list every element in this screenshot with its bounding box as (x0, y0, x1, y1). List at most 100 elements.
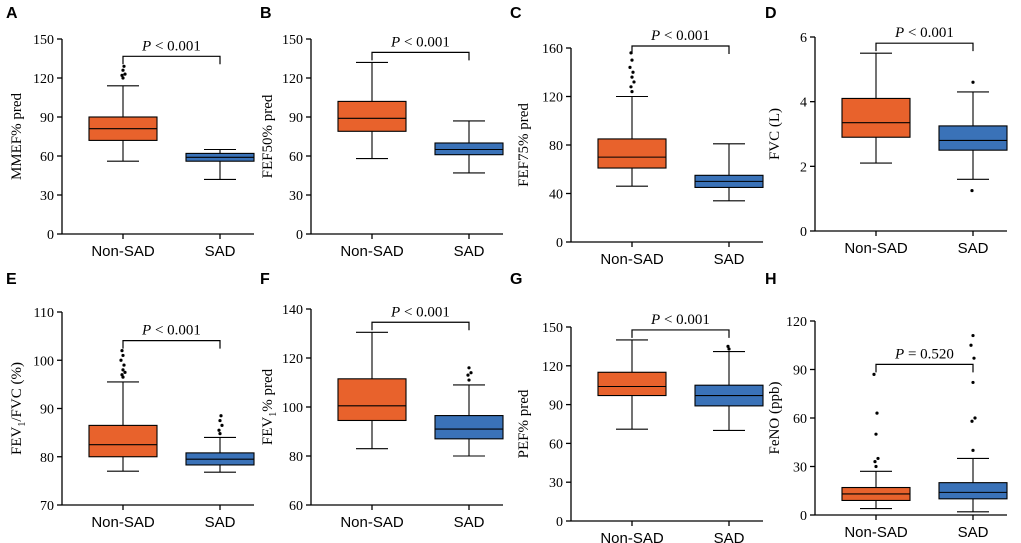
box-sad (694, 344, 764, 432)
y-tick-label: 140 (282, 303, 303, 318)
outlier-point (874, 432, 878, 436)
x-category-label: SAD (205, 514, 236, 531)
y-axis-title: FeNO (ppb) (767, 382, 783, 455)
significance-bracket (875, 42, 974, 52)
outlier-point (120, 349, 124, 353)
outlier-point (220, 423, 224, 427)
x-category-label: SAD (714, 251, 745, 268)
y-axis-title: FEV1% pred (260, 368, 279, 445)
p-value-label: P < 0.001 (650, 28, 710, 44)
y-axis-title: FEF75% pred (516, 103, 532, 187)
outlier-point (218, 431, 222, 436)
x-category-label: SAD (714, 530, 745, 543)
panel-letter: G (510, 271, 522, 288)
outlier-point (628, 65, 632, 69)
p-value-text: < 0.001 (904, 25, 954, 41)
outlier-point (632, 80, 636, 84)
panel-letter: B (260, 5, 272, 22)
p-value-text: < 0.001 (151, 38, 201, 54)
y-tick-label: 30 (40, 189, 54, 204)
y-tick-label: 30 (549, 476, 563, 491)
y-tick-label: 60 (289, 150, 303, 165)
outlier-point (970, 419, 974, 423)
x-category-label: Non-SAD (600, 530, 664, 543)
panel-letter: A (6, 5, 18, 22)
box-sad (434, 366, 504, 457)
y-tick-label: 60 (793, 412, 807, 427)
p-value-text: = 0.520 (904, 346, 954, 362)
y-tick-label: 0 (800, 225, 807, 240)
y-tick-label: 60 (40, 150, 54, 165)
p-value-label: P = 0.520 (894, 346, 954, 362)
y-tick-label: 90 (289, 111, 303, 126)
y-tick-label: 60 (549, 437, 563, 452)
outlier-point (973, 416, 977, 420)
iqr-box (597, 371, 667, 397)
x-category-label: Non-SAD (844, 240, 908, 257)
p-value-label: P < 0.001 (390, 304, 450, 320)
y-tick-label: 80 (549, 139, 563, 154)
p-value-text: < 0.001 (660, 28, 710, 44)
y-tick-label: 30 (289, 189, 303, 204)
y-tick-label: 6 (800, 31, 807, 46)
p-value-label: P < 0.001 (390, 34, 450, 50)
box-non-sad (597, 339, 667, 430)
box-non-sad (337, 331, 407, 450)
y-tick-label: 0 (296, 228, 303, 243)
y-tick-label: 40 (549, 188, 563, 203)
outlier-point (469, 371, 473, 375)
p-symbol: P (390, 34, 400, 50)
y-axis-title-rest: /FVC (%) (9, 362, 25, 422)
y-tick-label: 120 (282, 72, 303, 87)
outlier-point (969, 343, 973, 347)
outlier-point (875, 411, 879, 415)
outlier-point (874, 464, 878, 469)
p-symbol: P (141, 323, 151, 339)
outlier-point (726, 344, 730, 348)
box-non-sad (841, 372, 911, 510)
x-category-label: Non-SAD (600, 251, 664, 268)
outlier-point (119, 358, 123, 362)
y-axis-title-subscript: 1 (17, 422, 28, 427)
box-non-sad (841, 52, 911, 164)
y-tick-label: 110 (34, 306, 54, 321)
iqr-box (841, 97, 911, 138)
outlier-point (971, 80, 975, 84)
y-tick-label: 120 (33, 72, 54, 87)
y-tick-label: 4 (800, 96, 807, 111)
p-value-label: P < 0.001 (650, 312, 710, 328)
box-sad (185, 148, 255, 180)
outlier-point (121, 76, 125, 80)
x-category-label: SAD (958, 240, 989, 257)
y-tick-label: 0 (800, 509, 807, 524)
y-tick-label: 120 (542, 91, 563, 106)
panel-c: C 0 40 80 120 160 Non-SAD SAD FEF75% pred P < 0.0… (510, 5, 764, 268)
significance-bracket (371, 51, 470, 61)
y-axis-title-main: FEV (260, 417, 276, 446)
box-sad (938, 80, 1008, 193)
y-tick-label: 100 (282, 401, 303, 416)
x-category-label: SAD (454, 243, 485, 260)
y-tick-label: 70 (40, 499, 54, 514)
outlier-point (629, 85, 633, 89)
p-symbol: P (390, 304, 400, 320)
outlier-point (970, 188, 974, 193)
p-value-label: P < 0.001 (141, 323, 201, 339)
panel-letter: D (765, 5, 777, 22)
y-axis-title-main: FEV (9, 426, 25, 455)
y-tick-label: 120 (786, 315, 807, 330)
x-category-label: Non-SAD (91, 514, 155, 531)
p-symbol: P (650, 28, 660, 44)
panel-b: B 0 30 60 90 120 150 Non-SAD SAD FEF50% pred P < 0… (260, 5, 504, 260)
y-tick-label: 0 (556, 515, 563, 530)
box-non-sad (337, 61, 407, 160)
x-category-label: SAD (958, 524, 989, 541)
p-value-text: < 0.001 (151, 323, 201, 339)
outlier-point (971, 448, 975, 452)
iqr-box (434, 142, 504, 156)
outlier-point (630, 58, 634, 62)
y-tick-label: 90 (793, 364, 807, 379)
significance-bracket (875, 363, 974, 373)
y-axis-title-subscript: 1 (268, 412, 279, 417)
outlier-point (872, 372, 876, 376)
